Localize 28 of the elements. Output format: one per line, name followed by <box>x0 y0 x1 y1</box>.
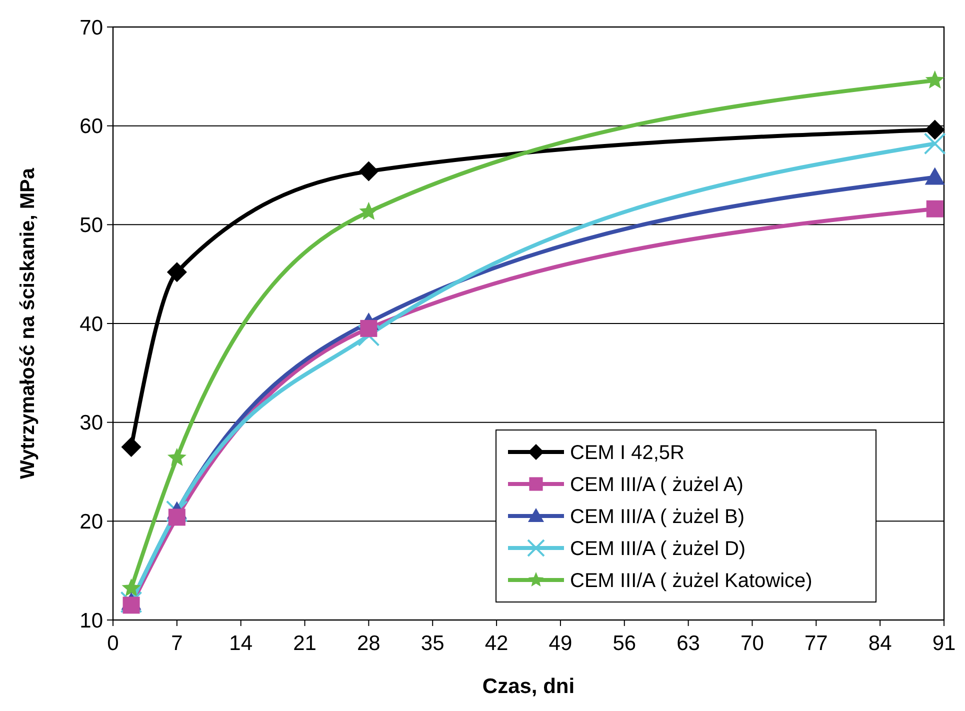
x-tick-label: 63 <box>676 632 700 655</box>
x-tick-label: 77 <box>804 632 828 655</box>
y-axis-title: Wytrzymałość na ściskanie, MPa <box>17 167 39 479</box>
y-tick-label: 60 <box>80 115 103 138</box>
x-tick-label: 70 <box>740 632 764 655</box>
legend-label: CEM III/A ( żużel D) <box>570 538 746 560</box>
y-tick-label: 30 <box>80 412 103 435</box>
x-tick-label: 42 <box>484 632 508 655</box>
x-tick-label: 14 <box>229 632 253 655</box>
x-tick-label: 49 <box>548 632 572 655</box>
y-tick-label: 70 <box>80 16 103 40</box>
x-tick-label: 0 <box>107 632 119 655</box>
x-tick-label: 84 <box>868 632 892 655</box>
y-tick-label: 10 <box>80 609 103 632</box>
x-tick-label: 35 <box>420 632 444 655</box>
y-tick-label: 40 <box>80 312 103 336</box>
x-tick-label: 28 <box>357 632 380 655</box>
legend-label: CEM III/A ( żużel Katowice) <box>570 570 812 592</box>
y-tick-label: 20 <box>80 510 103 534</box>
x-tick-label: 7 <box>171 632 183 655</box>
legend-label: CEM III/A ( żużel A) <box>570 474 744 496</box>
x-tick-label: 56 <box>612 632 636 655</box>
x-tick-label: 91 <box>932 632 956 655</box>
x-tick-label: 21 <box>293 632 316 655</box>
y-tick-label: 50 <box>80 214 103 238</box>
legend-label: CEM I 42,5R <box>570 442 684 464</box>
x-axis-title: Czas, dni <box>482 675 575 698</box>
legend-label: CEM III/A ( żużel B) <box>570 506 744 528</box>
